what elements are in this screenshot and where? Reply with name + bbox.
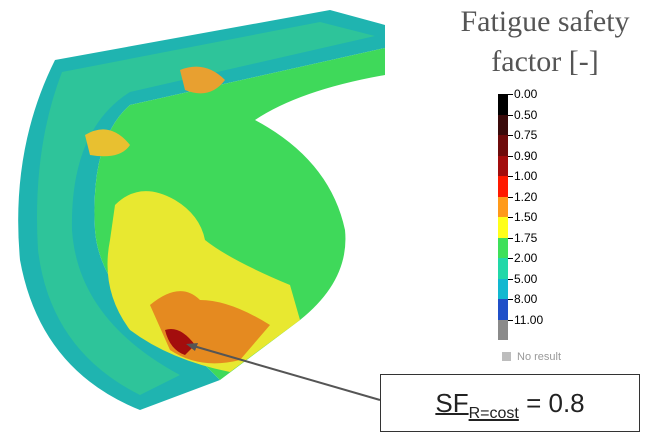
legend-swatch (498, 135, 508, 156)
legend-swatch (498, 279, 508, 300)
annotation-box: SFR=cost = 0.8 (380, 374, 640, 432)
legend-label: 1.75 (514, 231, 537, 245)
legend-tick (508, 197, 513, 198)
no-result-swatch (502, 352, 511, 361)
legend-swatch (498, 176, 508, 197)
no-result: No result (502, 351, 561, 363)
annotation-subscript: R=cost (469, 405, 519, 422)
legend-tick (508, 176, 513, 177)
legend-swatch (498, 238, 508, 259)
legend-swatch (498, 299, 508, 320)
legend-tick (508, 156, 513, 157)
legend-label: 11.00 (514, 313, 543, 327)
legend-swatch (498, 115, 508, 136)
legend-label: 0.50 (514, 108, 537, 122)
legend-label: 0.75 (514, 128, 537, 142)
legend-tick (508, 279, 513, 280)
annotation-symbol: SF (435, 388, 468, 418)
legend-label: 1.50 (514, 210, 537, 224)
annotation-value: = 0.8 (526, 388, 585, 418)
legend-tick (508, 299, 513, 300)
legend-swatch (498, 217, 508, 238)
legend-label: 1.00 (514, 169, 537, 183)
legend-label: 0.90 (514, 149, 537, 163)
no-result-label: No result (517, 351, 561, 363)
legend-title: Fatigue safety factor [-] (440, 2, 647, 82)
legend-tick (508, 115, 513, 116)
legend-tick (508, 258, 513, 259)
legend-label: 0.00 (514, 87, 537, 101)
legend-tick (508, 94, 513, 95)
legend-label: 1.20 (514, 190, 537, 204)
legend-row: 11.00 (498, 320, 638, 341)
legend-swatch (498, 258, 508, 279)
legend-swatch (498, 156, 508, 177)
legend-swatch (498, 94, 508, 115)
legend-label: 8.00 (514, 292, 537, 306)
legend-label: 5.00 (514, 272, 537, 286)
legend-tick (508, 135, 513, 136)
legend-tick (508, 320, 513, 321)
legend-tick (508, 217, 513, 218)
legend-swatch (498, 320, 508, 341)
legend-label: 2.00 (514, 251, 537, 265)
page: Fatigue safety factor [-] 0.00 0.50 0.75 0.… (0, 0, 647, 436)
legend-swatch (498, 197, 508, 218)
legend-tick (508, 238, 513, 239)
